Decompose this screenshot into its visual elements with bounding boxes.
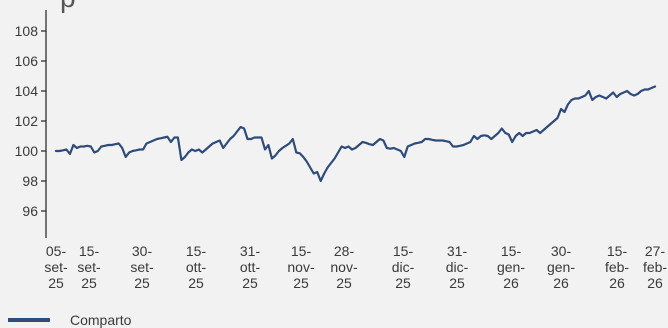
y-tick-label: 96: [22, 203, 38, 219]
tick-labels: 96 98 100 102 104 106 108 05-set-25 15-set-25 30-…: [15, 23, 668, 291]
x-tick-label: 28-nov-25: [330, 243, 358, 291]
legend-swatch: [8, 317, 50, 322]
axes: [41, 10, 47, 238]
x-tick-label: 15-gen-26: [497, 243, 525, 291]
x-tick-label: 15-set-25: [77, 243, 101, 291]
y-tick-label: 100: [15, 143, 39, 159]
legend-label: Comparto: [70, 311, 132, 328]
x-tick-label: 27-feb-26: [643, 243, 667, 291]
y-tick-label: 98: [22, 173, 38, 189]
x-tick-label: 31-ott-25: [240, 243, 261, 291]
series-layer: [54, 85, 657, 183]
x-tick-label: 30-gen-26: [547, 243, 575, 291]
y-tick-label: 104: [15, 83, 39, 99]
y-tick-label: 106: [15, 53, 39, 69]
x-tick-label: 15-nov-25: [287, 243, 315, 291]
x-tick-label: 15-dic-25: [392, 243, 415, 291]
y-tick-label: 102: [15, 113, 39, 129]
x-tick-label: 15-feb-26: [605, 243, 629, 291]
chart-title-fragment: p: [60, 0, 76, 14]
x-tick-label: 15-ott-25: [186, 243, 207, 291]
x-tick-label: 30-set-25: [130, 243, 154, 291]
series-line-comparto: [54, 85, 657, 183]
x-tick-label: 31-dic-25: [446, 243, 469, 291]
legend: Comparto: [8, 311, 132, 328]
x-tick-label: 05-set-25: [44, 243, 68, 291]
y-tick-label: 108: [15, 23, 39, 39]
